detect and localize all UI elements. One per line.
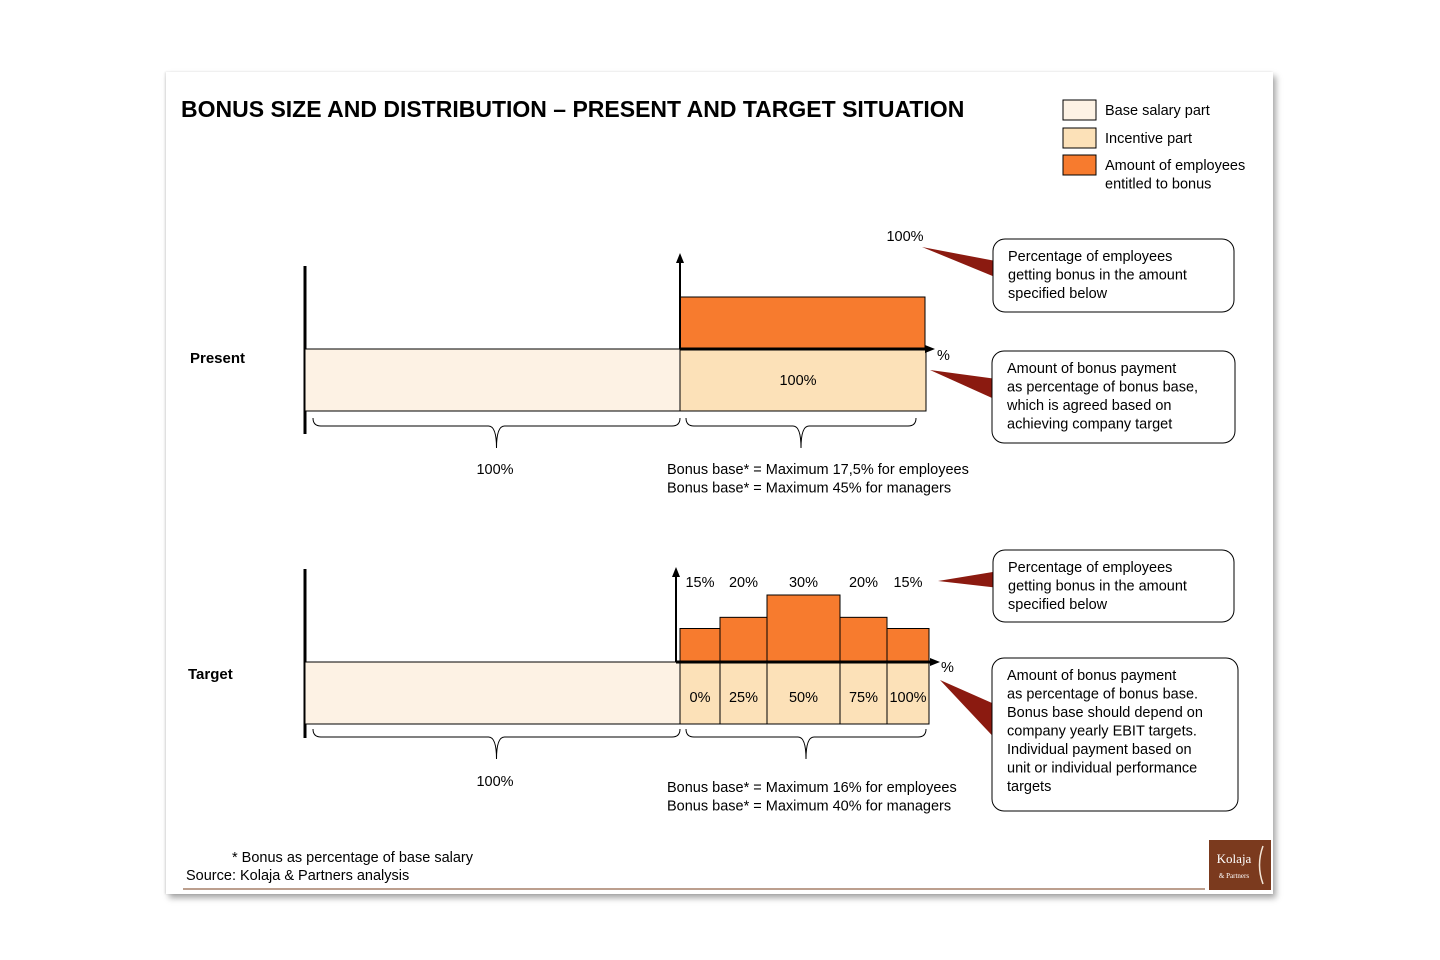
footnote: * Bonus as percentage of base salary [232, 850, 474, 866]
target-employees-bar [679, 628, 721, 663]
page-title: BONUS SIZE AND DISTRIBUTION – PRESENT AN… [181, 96, 964, 122]
target-row-label: Target [188, 666, 233, 683]
present-callout-employees-line: Percentage of employees [1008, 249, 1172, 265]
present-callout-payment-tail [930, 370, 994, 399]
present-callout-payment-line: achieving company target [1007, 417, 1172, 433]
target-base-salary-bar [304, 661, 681, 725]
present-base-brace-label: 100% [476, 462, 513, 478]
target-callout-payment-line: unit or individual performance [1007, 761, 1197, 777]
present-callout-payment-line: which is agreed based on [1006, 398, 1171, 414]
target-payment-cell [886, 661, 930, 725]
target-incentive-brace [685, 728, 927, 760]
present-base-brace [312, 417, 681, 449]
target-employees-label: 20% [849, 575, 878, 591]
target-y-arrowhead [672, 567, 680, 577]
target-employees-bar [719, 616, 768, 663]
legend-label: Amount of employees [1105, 158, 1245, 174]
target-callout-payment-line: targets [1007, 779, 1051, 795]
present-y-arrowhead [676, 253, 684, 263]
logo-curve [1258, 845, 1264, 885]
target-payment-label: 75% [849, 690, 878, 706]
target-employees-bar [839, 616, 888, 663]
target-employees-label: 15% [685, 575, 714, 591]
target-bonus-base-line: Bonus base* = Maximum 40% for managers [667, 799, 951, 815]
target-percent-label: % [941, 660, 954, 676]
target-callout-employees [992, 549, 1235, 623]
target-employees-label: 15% [893, 575, 922, 591]
target-callout-employees-line: getting bonus in the amount [1008, 579, 1187, 595]
target-base-brace [312, 728, 681, 760]
target-payment-label: 25% [729, 690, 758, 706]
present-callout-payment [991, 350, 1236, 444]
source-note: Source: Kolaja & Partners analysis [186, 868, 409, 884]
present-callout-employees-line: specified below [1008, 286, 1108, 302]
present-base-salary-bar [304, 348, 681, 412]
legend-swatch [1062, 154, 1097, 176]
target-callout-payment-line: as percentage of bonus base. [1007, 687, 1198, 703]
target-payment-label: 0% [690, 690, 711, 706]
present-employees-bar [679, 296, 926, 350]
target-payment-label: 50% [789, 690, 818, 706]
present-employees-pct-label: 100% [886, 229, 923, 245]
target-employees-label: 20% [729, 575, 758, 591]
target-employees-label: 30% [789, 575, 818, 591]
target-payment-cell [839, 661, 888, 725]
target-callout-employees-tail [938, 571, 995, 588]
present-callout-employees-line: getting bonus in the amount [1008, 268, 1187, 284]
target-payment-cell [679, 661, 721, 725]
present-incentive-label: 100% [779, 373, 816, 389]
target-callout-payment [991, 657, 1239, 812]
present-callout-payment-line: Amount of bonus payment [1007, 361, 1176, 377]
present-callout-employees-tail [922, 247, 995, 277]
legend-label: Incentive part [1105, 131, 1192, 147]
present-callout-payment-line: as percentage of bonus base, [1007, 380, 1198, 396]
target-callout-payment-tail [940, 680, 994, 738]
target-callout-employees-line: specified below [1008, 597, 1108, 613]
logo-name: Kolaja [1217, 851, 1252, 866]
target-bonus-base-line: Bonus base* = Maximum 16% for employees [667, 780, 957, 796]
target-callout-payment-line: company yearly EBIT targets. [1007, 724, 1197, 740]
legend-swatch [1062, 127, 1097, 149]
logo-box [1209, 840, 1271, 890]
target-payment-label: 100% [889, 690, 926, 706]
present-bonus-base-line: Bonus base* = Maximum 17,5% for employee… [667, 462, 969, 478]
present-incentive-bar [679, 348, 927, 412]
target-employees-bar [766, 594, 841, 663]
target-payment-cell [719, 661, 768, 725]
target-employees-bar [886, 628, 930, 663]
legend-label: entitled to bonus [1105, 177, 1211, 193]
present-bonus-base-line: Bonus base* = Maximum 45% for managers [667, 481, 951, 497]
present-percent-label: % [937, 348, 950, 364]
legend-swatch [1062, 99, 1097, 121]
present-x-arrowhead [925, 345, 935, 353]
logo-sub: & Partners [1219, 872, 1249, 880]
target-callout-payment-line: Individual payment based on [1007, 742, 1192, 758]
target-x-arrowhead [930, 658, 940, 666]
present-callout-employees [992, 238, 1235, 313]
target-payment-cell [766, 661, 841, 725]
target-base-brace-label: 100% [476, 774, 513, 790]
target-callout-employees-line: Percentage of employees [1008, 560, 1172, 576]
legend-label: Base salary part [1105, 103, 1210, 119]
target-callout-payment-line: Bonus base should depend on [1007, 705, 1203, 721]
target-callout-payment-line: Amount of bonus payment [1007, 668, 1176, 684]
present-row-label: Present [190, 350, 245, 367]
present-incentive-brace [685, 417, 917, 449]
